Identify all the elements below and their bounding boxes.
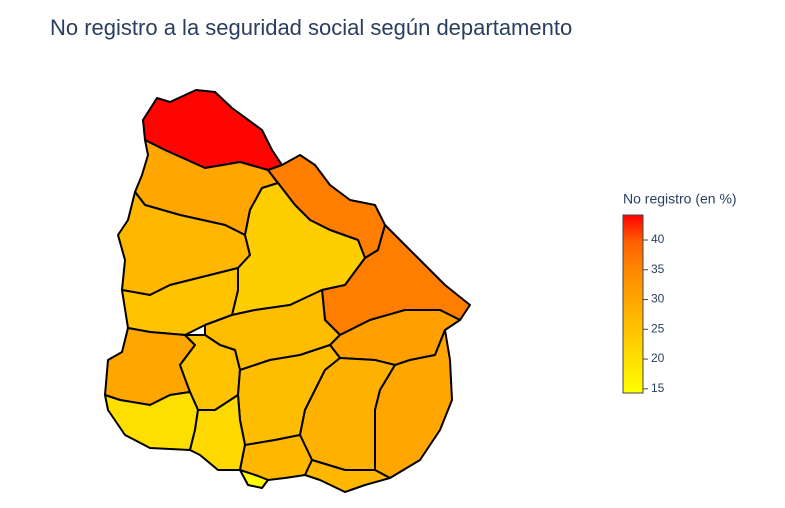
department-region: [374, 329, 453, 479]
colorbar-tick-label: 30: [651, 292, 665, 306]
colorbar-tick-label: 25: [651, 321, 665, 335]
colorbar-tick-label: 35: [651, 262, 665, 276]
colorbar-tick-label: 15: [651, 381, 665, 395]
department-region: [239, 469, 269, 489]
colorbar-tick-label: 40: [651, 232, 665, 246]
chart-title: No registro a la seguridad social según …: [50, 15, 572, 40]
colorbar-tick-label: 20: [651, 351, 665, 365]
colorbar-title: No registro (en %): [623, 191, 737, 207]
colorbar: [622, 214, 644, 394]
department-region: [304, 459, 391, 493]
